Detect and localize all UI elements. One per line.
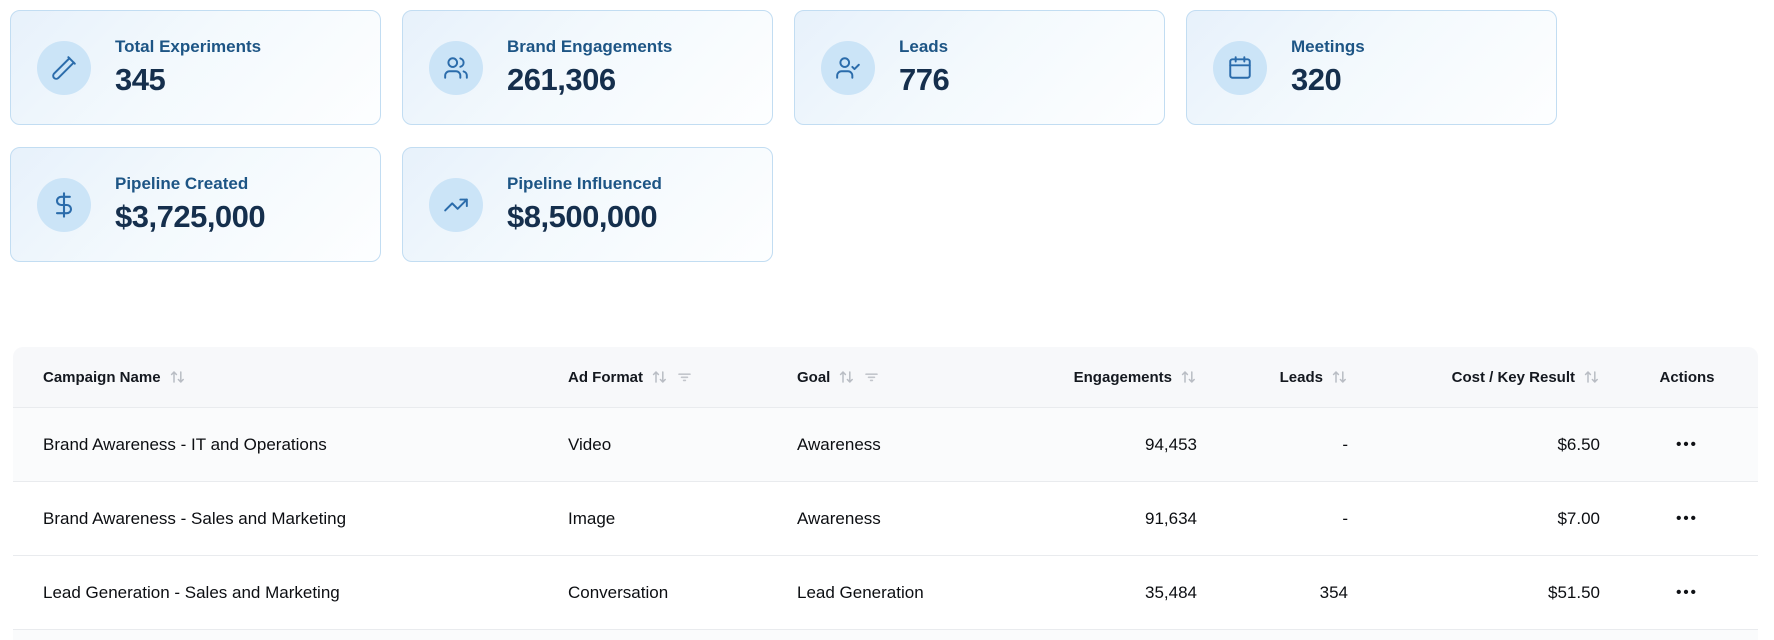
column-header-label: Goal	[797, 368, 831, 386]
stat-card-value: 776	[899, 62, 950, 97]
cell-cost-key-result: $6.50	[1557, 434, 1600, 454]
cell-ad-format: Conversation	[568, 582, 669, 602]
column-header-label: Ad Format	[568, 368, 643, 386]
cell-goal: Awareness	[797, 508, 881, 528]
stat-card-leads: Leads 776	[794, 10, 1165, 125]
stat-card-label: Leads	[899, 37, 949, 56]
stat-card-content: Total Experiments 345	[115, 37, 261, 98]
stat-card-total-experiments: Total Experiments 345	[10, 10, 381, 125]
stat-card-label: Meetings	[1291, 37, 1365, 56]
cell-actions: •••	[1616, 482, 1758, 555]
column-header-label: Cost / Key Result	[1451, 368, 1575, 386]
stat-card-content: Pipeline Created $3,725,000	[115, 174, 266, 235]
sort-icon[interactable]	[1583, 369, 1600, 385]
column-header-label: Actions	[1659, 368, 1715, 386]
stat-card-value: 345	[115, 62, 166, 97]
sort-icon[interactable]	[1180, 369, 1197, 385]
cell-actions: •••	[1616, 408, 1758, 481]
trending-up-icon	[429, 177, 483, 232]
table-row: Lead Generation - Sales and Marketing Con…	[13, 555, 1758, 629]
cell-campaign-name: Lead Generation - Sales and Marketing	[43, 582, 340, 602]
row-actions-button[interactable]: •••	[1670, 435, 1704, 454]
cell-leads: -	[1342, 434, 1348, 454]
stat-card-label: Total Experiments	[115, 37, 262, 56]
cell-campaign-name: Brand Awareness - Sales and Marketing	[43, 508, 347, 528]
column-header-ad-format[interactable]: Ad Format	[552, 347, 781, 407]
campaigns-table: Campaign Name Ad Format Goal Engagements Lea…	[13, 347, 1758, 640]
sort-icon[interactable]	[651, 369, 668, 385]
stat-card-pipeline-influenced: Pipeline Influenced $8,500,000	[402, 147, 773, 262]
filter-icon[interactable]	[676, 369, 693, 385]
user-check-icon	[821, 40, 875, 95]
stat-card-label: Brand Engagements	[507, 37, 673, 56]
column-header-label: Campaign Name	[43, 368, 161, 386]
calendar-icon	[1213, 40, 1267, 95]
sort-icon[interactable]	[838, 369, 855, 385]
column-header-goal[interactable]: Goal	[781, 347, 1010, 407]
stat-card-content: Leads 776	[899, 37, 950, 98]
column-header-leads[interactable]: Leads	[1213, 347, 1364, 407]
cell-leads: -	[1342, 508, 1348, 528]
cell-engagements: 35,484	[1145, 582, 1197, 602]
users-icon	[429, 40, 483, 95]
cell-cost-key-result: $51.50	[1548, 582, 1600, 602]
stat-card-pipeline-created: Pipeline Created $3,725,000	[10, 147, 381, 262]
cell-engagements: 91,634	[1145, 508, 1197, 528]
table-row: Brand Awareness - Sales and Marketing Ima…	[13, 481, 1758, 555]
cell-leads: 354	[1319, 582, 1348, 602]
stat-card-value: 320	[1291, 62, 1342, 97]
stat-card-meetings: Meetings 320	[1186, 10, 1557, 125]
cell-goal: Lead Generation	[797, 582, 924, 602]
table-header-row: Campaign Name Ad Format Goal Engagements Lea…	[13, 347, 1758, 407]
row-actions-button[interactable]: •••	[1670, 583, 1704, 602]
stat-card-label: Pipeline Influenced	[507, 174, 662, 193]
stat-card-brand-engagements: Brand Engagements 261,306	[402, 10, 773, 125]
stat-card-value: 261,306	[507, 62, 616, 97]
column-header-label: Leads	[1279, 368, 1323, 386]
column-header-actions: Actions	[1616, 347, 1758, 407]
filter-icon[interactable]	[863, 369, 880, 385]
cell-cost-key-result: $7.00	[1557, 508, 1600, 528]
cell-ad-format: Image	[568, 508, 616, 528]
cell-engagements: 94,453	[1145, 434, 1197, 454]
cell-ad-format: Video	[568, 434, 612, 454]
stat-card-content: Meetings 320	[1291, 37, 1365, 98]
column-header-cost-key-result[interactable]: Cost / Key Result	[1364, 347, 1616, 407]
cell-actions: •••	[1616, 556, 1758, 629]
column-header-engagements[interactable]: Engagements	[1010, 347, 1213, 407]
cell-goal: Awareness	[797, 434, 881, 454]
stat-card-content: Pipeline Influenced $8,500,000	[507, 174, 662, 235]
row-actions-button[interactable]: •••	[1670, 509, 1704, 528]
stats-card-grid: Total Experiments 345 Brand Engagements …	[10, 10, 1774, 262]
sort-icon[interactable]	[1331, 369, 1348, 385]
table-body: Brand Awareness - IT and Operations Video…	[13, 407, 1758, 629]
dollar-sign-icon	[37, 177, 91, 232]
test-tube-icon	[37, 40, 91, 95]
sort-icon[interactable]	[169, 369, 186, 385]
stat-card-value: $8,500,000	[507, 199, 658, 234]
stat-card-content: Brand Engagements 261,306	[507, 37, 672, 98]
column-header-campaign-name[interactable]: Campaign Name	[13, 347, 552, 407]
table-row: Brand Awareness - IT and Operations Video…	[13, 407, 1758, 481]
table-row-partial	[13, 629, 1758, 640]
stat-card-label: Pipeline Created	[115, 174, 249, 193]
column-header-label: Engagements	[1073, 368, 1172, 386]
stat-card-value: $3,725,000	[115, 199, 266, 234]
cell-campaign-name: Brand Awareness - IT and Operations	[43, 434, 327, 454]
